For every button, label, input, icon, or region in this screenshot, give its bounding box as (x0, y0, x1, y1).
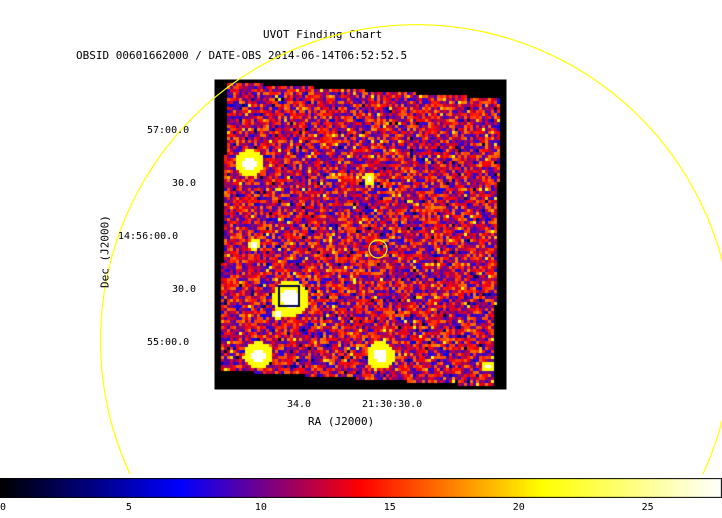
x-axis-label: RA (J2000) (308, 415, 375, 428)
chart-title: UVOT Finding Chart (263, 28, 383, 41)
colorbar-tick-3: 15 (383, 502, 396, 513)
source-marker-circle (368, 239, 388, 259)
y-axis-label: Dec (J2000) (98, 215, 112, 288)
y-tick-label-5: 55:00.0 (147, 337, 190, 348)
y-tick-label-1: 57:00.0 (147, 125, 190, 136)
colorbar (0, 478, 722, 498)
colorbar-tick-1: 5 (125, 502, 132, 513)
x-tick-label-1: 34.0 (287, 399, 312, 410)
colorbar-tick-0: 0 (0, 502, 7, 513)
plot-frame (214, 79, 507, 390)
y-tick-label-2: 30.0 (172, 178, 197, 189)
chart-subtitle: OBSID 00601662000 / DATE-OBS 2014-06-14T… (76, 49, 408, 62)
y-tick-label-3: 14:56:00.0 (118, 231, 179, 242)
colorbar-tick-2: 10 (254, 502, 267, 513)
x-tick-label-2: 21:30:30.0 (362, 399, 423, 410)
colorbar-tick-4: 20 (512, 502, 525, 513)
colorbar-tick-5: 25 (641, 502, 654, 513)
image-frame (215, 80, 506, 389)
field-of-view-circle (99, 24, 722, 475)
y-tick-label-4: 30.0 (172, 284, 197, 295)
